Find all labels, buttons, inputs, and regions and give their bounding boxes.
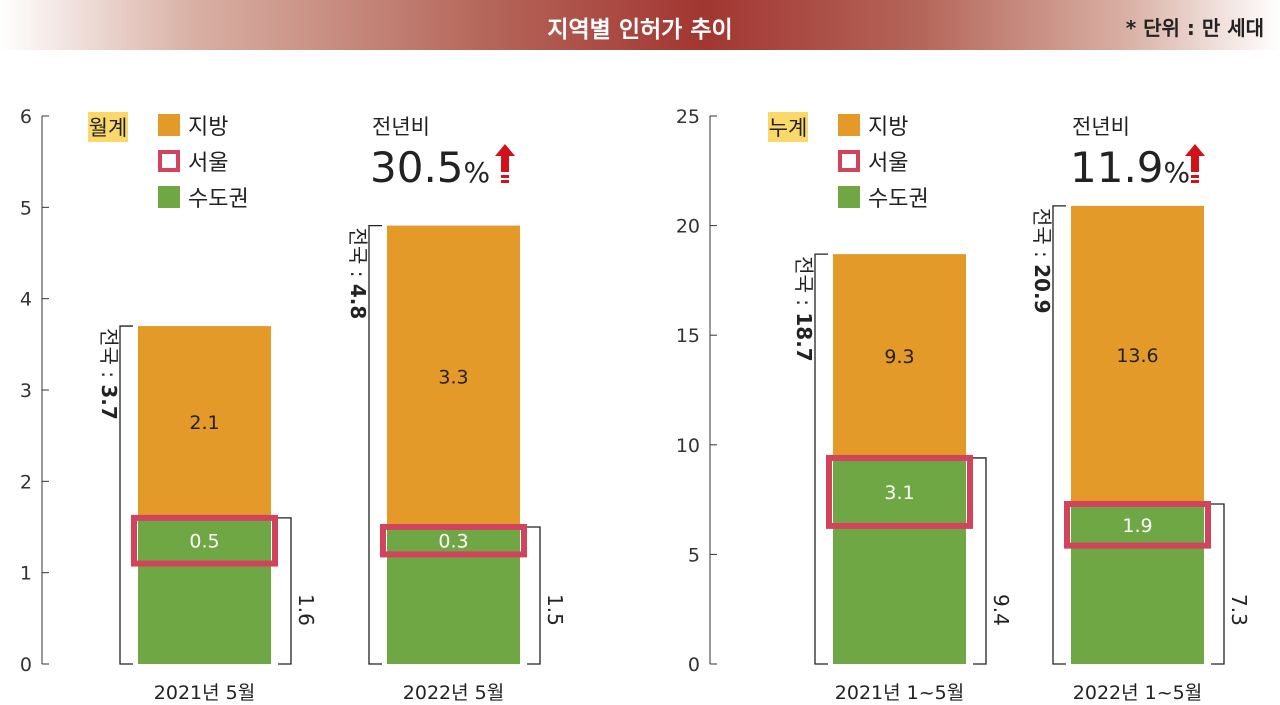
legend-badge: 누계 bbox=[769, 116, 808, 140]
y-tick-label: 5 bbox=[20, 197, 32, 219]
legend-label: 서울 bbox=[868, 151, 908, 176]
x-tick-label: 2021년 5월 bbox=[154, 682, 255, 704]
legend-label: 수도권 bbox=[188, 187, 249, 212]
data-label-seoul: 1.9 bbox=[1122, 515, 1152, 537]
yoy-unit: % bbox=[464, 156, 491, 189]
total-value: 4.8 bbox=[346, 284, 370, 319]
legend-swatch-0 bbox=[838, 114, 860, 136]
y-tick-label: 0 bbox=[20, 654, 32, 676]
bar-seoul-box bbox=[826, 454, 973, 529]
data-label-local: 13.6 bbox=[1116, 345, 1158, 367]
y-tick-label: 25 bbox=[676, 106, 700, 128]
y-tick-label: 0 bbox=[688, 654, 700, 676]
data-label-seoul: 3.1 bbox=[884, 482, 914, 504]
yoy-value: 11.9% bbox=[1070, 143, 1190, 192]
total-bracket bbox=[814, 253, 828, 665]
data-label-local: 3.3 bbox=[438, 366, 468, 388]
up-arrow-icon bbox=[495, 144, 515, 172]
y-tick-label: 2 bbox=[20, 471, 32, 493]
capital-bracket bbox=[278, 517, 292, 665]
capital-bracket bbox=[527, 526, 541, 665]
total-bracket bbox=[1052, 205, 1066, 665]
total-label: 전국 : 4.8 bbox=[346, 228, 370, 320]
legend-badge-bg bbox=[768, 112, 808, 142]
x-tick-label: 2021년 1~5월 bbox=[835, 682, 964, 704]
legend-badge-bg bbox=[88, 112, 128, 142]
up-arrow-icon-bar bbox=[1191, 180, 1199, 183]
chart-title: 지역별 인허가 추이 bbox=[547, 17, 733, 43]
yoy-unit: % bbox=[1164, 156, 1191, 189]
bar-capital bbox=[387, 527, 520, 664]
capital-label: 9.4 bbox=[989, 594, 1013, 626]
yoy-label: 전년비 bbox=[1072, 115, 1130, 139]
capital-label: 1.5 bbox=[543, 594, 567, 626]
legend-swatch-1 bbox=[158, 150, 180, 172]
total-label: 전국 : 20.9 bbox=[1030, 208, 1054, 314]
y-tick-label: 15 bbox=[676, 325, 700, 347]
y-tick-label: 3 bbox=[20, 380, 32, 402]
y-tick-label: 6 bbox=[20, 106, 32, 128]
y-tick-label: 10 bbox=[676, 435, 700, 457]
up-arrow-icon-bar bbox=[501, 180, 509, 183]
y-tick-label: 5 bbox=[688, 544, 700, 566]
bar-local bbox=[138, 326, 271, 518]
legend-swatch-2 bbox=[158, 186, 180, 208]
x-tick-label: 2022년 5월 bbox=[403, 682, 504, 704]
capital-bracket bbox=[973, 457, 987, 665]
total-value: 3.7 bbox=[97, 384, 121, 419]
yoy-value: 30.5% bbox=[370, 143, 490, 192]
x-tick-label: 2022년 1~5월 bbox=[1073, 682, 1202, 704]
capital-label: 1.6 bbox=[294, 594, 318, 626]
bar-seoul-box bbox=[380, 524, 527, 558]
bar-capital bbox=[138, 517, 271, 664]
capital-bracket bbox=[1211, 503, 1225, 665]
legend-label: 지방 bbox=[188, 115, 228, 140]
bar-seoul-box bbox=[1064, 500, 1211, 549]
legend-swatch-0 bbox=[158, 114, 180, 136]
legend-label: 서울 bbox=[188, 151, 228, 176]
data-label-seoul: 0.3 bbox=[438, 531, 468, 553]
legend-label: 수도권 bbox=[868, 187, 929, 212]
total-value: 20.9 bbox=[1030, 264, 1054, 313]
up-arrow-icon bbox=[1185, 144, 1205, 172]
capital-label: 7.3 bbox=[1227, 594, 1251, 626]
bar-seoul-box bbox=[131, 514, 278, 567]
total-bracket bbox=[368, 224, 382, 665]
y-tick-label: 4 bbox=[20, 289, 32, 311]
bar-local bbox=[833, 254, 966, 458]
bar-local bbox=[387, 225, 520, 527]
bar-capital bbox=[833, 457, 966, 664]
legend-badge: 월계 bbox=[89, 116, 128, 140]
data-label-seoul: 0.5 bbox=[189, 531, 219, 553]
legend-swatch-2 bbox=[838, 186, 860, 208]
title-banner: 지역별 인허가 추이 * 단위 : 만 세대 bbox=[0, 0, 1280, 50]
up-arrow-icon-bar bbox=[1191, 175, 1199, 178]
up-arrow-icon-bar bbox=[501, 175, 509, 178]
bar-local bbox=[1071, 205, 1204, 504]
y-tick-label: 1 bbox=[20, 563, 32, 585]
total-bracket bbox=[119, 325, 133, 665]
legend-label: 지방 bbox=[868, 115, 908, 140]
y-tick-label: 20 bbox=[676, 216, 700, 238]
legend-swatch-1 bbox=[838, 150, 860, 172]
bar-capital bbox=[1071, 503, 1204, 664]
total-label: 전국 : 3.7 bbox=[97, 328, 121, 420]
total-value: 18.7 bbox=[792, 312, 816, 361]
data-label-local: 2.1 bbox=[189, 412, 219, 434]
total-label: 전국 : 18.7 bbox=[792, 256, 816, 362]
data-label-local: 9.3 bbox=[884, 346, 914, 368]
unit-note: * 단위 : 만 세대 bbox=[1125, 16, 1264, 40]
yoy-label: 전년비 bbox=[372, 115, 430, 139]
